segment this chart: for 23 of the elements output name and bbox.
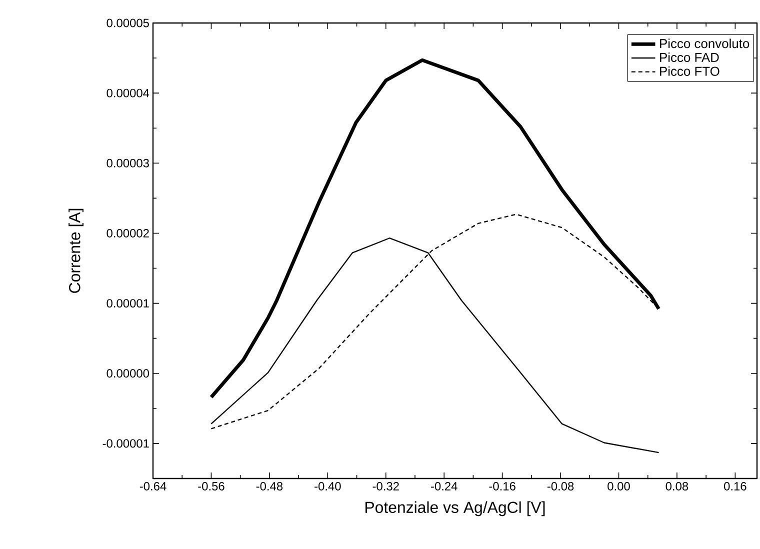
x-tick-label: -0.24 <box>431 482 458 490</box>
y-axis-title: Corrente [A] <box>68 208 84 293</box>
y-tick-label: 0.00000 <box>106 369 150 378</box>
x-tick-label: -0.32 <box>372 482 399 490</box>
x-tick-label: 0.16 <box>724 482 746 490</box>
y-tick-label: 0.00002 <box>106 228 149 238</box>
y-tick-label: 0.00005 <box>106 18 149 28</box>
x-tick-label: 0.08 <box>666 482 688 490</box>
y-tick-label: 0.00003 <box>106 158 149 168</box>
x-tick-label: -0.56 <box>198 482 224 490</box>
y-tick-label: -0.00001 <box>102 439 149 448</box>
x-tick-label: 0.00 <box>608 482 630 490</box>
legend-label: Picco FTO <box>660 66 720 76</box>
y-tick-label: 0.00001 <box>106 299 149 308</box>
x-axis-title: Potenziale vs Ag/AgCl [V] <box>366 501 545 516</box>
y-tick-label: 0.00004 <box>106 88 150 98</box>
x-tick-label: -0.48 <box>256 482 283 490</box>
x-tick-label: -0.16 <box>489 482 516 490</box>
x-tick-label: -0.08 <box>547 482 574 490</box>
legend-label: Picco FAD <box>660 52 719 62</box>
legend-label: Picco convoluto <box>660 38 750 48</box>
x-tick-label: -0.40 <box>314 482 341 490</box>
x-tick-label: -0.64 <box>140 482 166 490</box>
